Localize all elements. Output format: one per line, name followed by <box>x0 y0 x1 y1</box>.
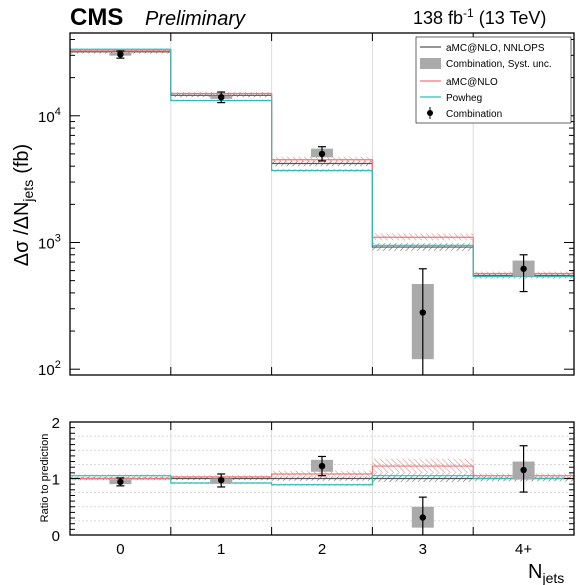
legend-swatch-data-dot <box>427 110 433 116</box>
top-y-tick-label: 104 <box>38 106 61 126</box>
top-combination-point <box>419 309 426 316</box>
x-axis-label-main: N <box>528 561 542 583</box>
top-line-powheg <box>70 48 574 277</box>
ratio-axis-ticks <box>69 421 575 536</box>
legend-swatch-syst <box>420 58 441 69</box>
ratio-combination-point <box>117 478 124 486</box>
ratio-combination-point <box>218 476 225 484</box>
x-tick-label: 4+ <box>515 541 532 558</box>
luminosity-label: 138 fb-1 (13 TeV) <box>413 6 546 28</box>
x-tick-label: 0 <box>116 541 124 558</box>
x-tick-label: 3 <box>419 541 427 558</box>
top-axis-ticks <box>69 33 575 376</box>
legend-label-data: Combination <box>446 109 502 120</box>
ratio-y-tick-label: 0 <box>52 528 60 545</box>
x-tick-labels: 0 1 2 3 4+ <box>116 541 532 558</box>
x-tick-label: 2 <box>318 541 326 558</box>
ratio-combination-point <box>318 462 326 470</box>
cms-label: CMS <box>70 4 123 31</box>
x-tick-label: 1 <box>217 541 225 558</box>
ratio-combination-points <box>116 445 528 535</box>
ratio-combination-point <box>520 466 527 474</box>
top-combination-points <box>116 50 528 375</box>
x-axis-label: Njets <box>528 561 564 585</box>
luminosity-value: 138 fb <box>413 8 463 28</box>
legend-label-syst: Combination, Syst. unc. <box>446 59 552 70</box>
y-axis-label-sub: jets <box>20 180 36 203</box>
y-axis-label-unit: (fb) <box>11 144 33 174</box>
legend-frame <box>415 36 572 124</box>
top-combination-point <box>318 150 326 158</box>
top-combination-point <box>218 94 225 101</box>
ratio-y-tick-label: 1 <box>52 472 60 489</box>
y-axis-label-main: Δσ /ΔN <box>11 202 33 267</box>
legend-label-nnlops: aMC@NLO, NNLOPS <box>446 43 545 54</box>
ratio-combination-point <box>419 514 426 521</box>
y-axis-label: Δσ /ΔNjets (fb) <box>11 144 36 266</box>
luminosity-exponent: -1 <box>463 6 474 20</box>
x-axis-label-sub: jets <box>541 570 564 585</box>
main-panel: 102 103 104 Δσ /ΔNjets (fb) aMC@NLO, NNLOPS… <box>11 32 575 379</box>
legend-label-amcnlo: aMC@NLO <box>446 77 498 88</box>
ratio-y-tick-labels: 0 1 2 <box>52 415 60 545</box>
legend-label-powheg: Powheg <box>446 93 482 104</box>
preliminary-label: Preliminary <box>145 8 246 30</box>
ratio-gridlines <box>70 422 574 535</box>
top-combination-point <box>520 265 527 272</box>
top-y-tick-label: 102 <box>38 359 61 379</box>
legend: aMC@NLO, NNLOPS Combination, Syst. unc. … <box>415 36 572 124</box>
ratio-panel: 0 1 2 0 1 2 3 4+ Ratio to prediction Njets <box>39 415 575 585</box>
ratio-y-tick-label: 2 <box>52 415 60 432</box>
top-combination-point <box>117 51 124 58</box>
top-y-tick-label: 103 <box>38 232 61 252</box>
ratio-line-powheg <box>70 475 574 486</box>
top-y-tick-labels: 102 103 104 <box>38 106 61 379</box>
energy-label: (13 TeV) <box>479 8 547 28</box>
ratio-axis-label: Ratio to prediction <box>39 434 51 523</box>
